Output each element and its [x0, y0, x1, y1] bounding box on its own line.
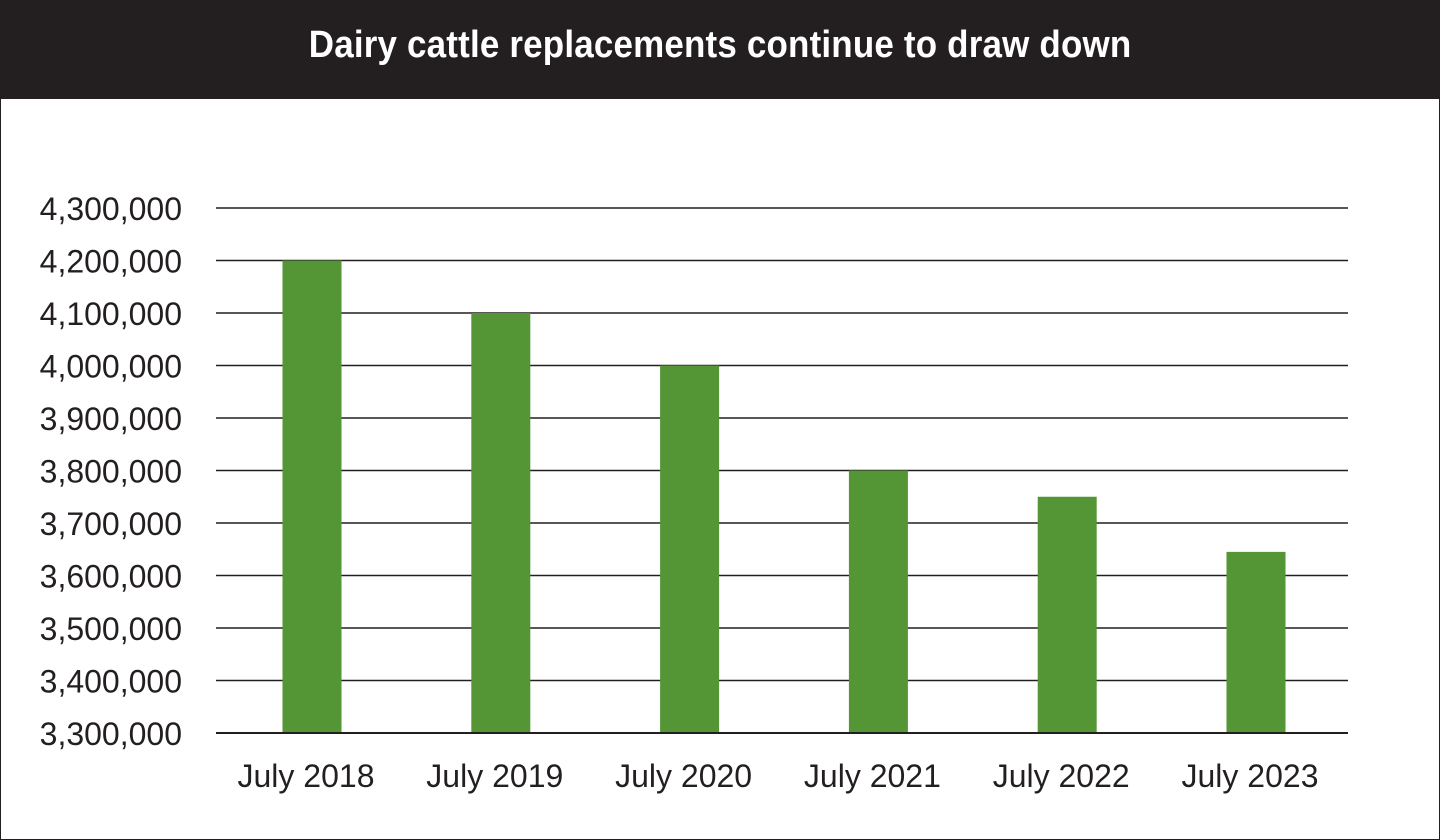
bar — [1037, 496, 1097, 733]
bar — [282, 260, 342, 733]
y-tick-label: 3,500,000 — [40, 611, 182, 647]
y-tick-label: 4,000,000 — [40, 349, 182, 385]
bar — [471, 313, 531, 733]
bar — [660, 365, 720, 733]
y-tick-label: 4,100,000 — [40, 296, 182, 332]
bar — [848, 470, 908, 733]
y-tick-label: 3,900,000 — [40, 401, 182, 437]
x-tick-label: July 2019 — [426, 758, 563, 794]
y-tick-label: 3,300,000 — [40, 716, 182, 752]
y-tick-label: 3,800,000 — [40, 454, 182, 490]
y-tick-label: 4,300,000 — [40, 191, 182, 227]
y-tick-label: 3,400,000 — [40, 664, 182, 700]
x-tick-label: July 2023 — [1182, 758, 1319, 794]
x-tick-label: July 2020 — [615, 758, 752, 794]
chart-title: Dairy cattle replacements continue to dr… — [308, 24, 1132, 66]
x-tick-label: July 2022 — [993, 758, 1130, 794]
x-tick-label: July 2021 — [804, 758, 941, 794]
y-tick-label: 3,600,000 — [40, 559, 182, 595]
bar — [1226, 551, 1286, 733]
y-tick-label: 4,200,000 — [40, 244, 182, 280]
y-tick-label: 3,700,000 — [40, 506, 182, 542]
x-tick-label: July 2018 — [238, 758, 375, 794]
title-bar: Dairy cattle replacements continue to dr… — [0, 0, 1440, 99]
